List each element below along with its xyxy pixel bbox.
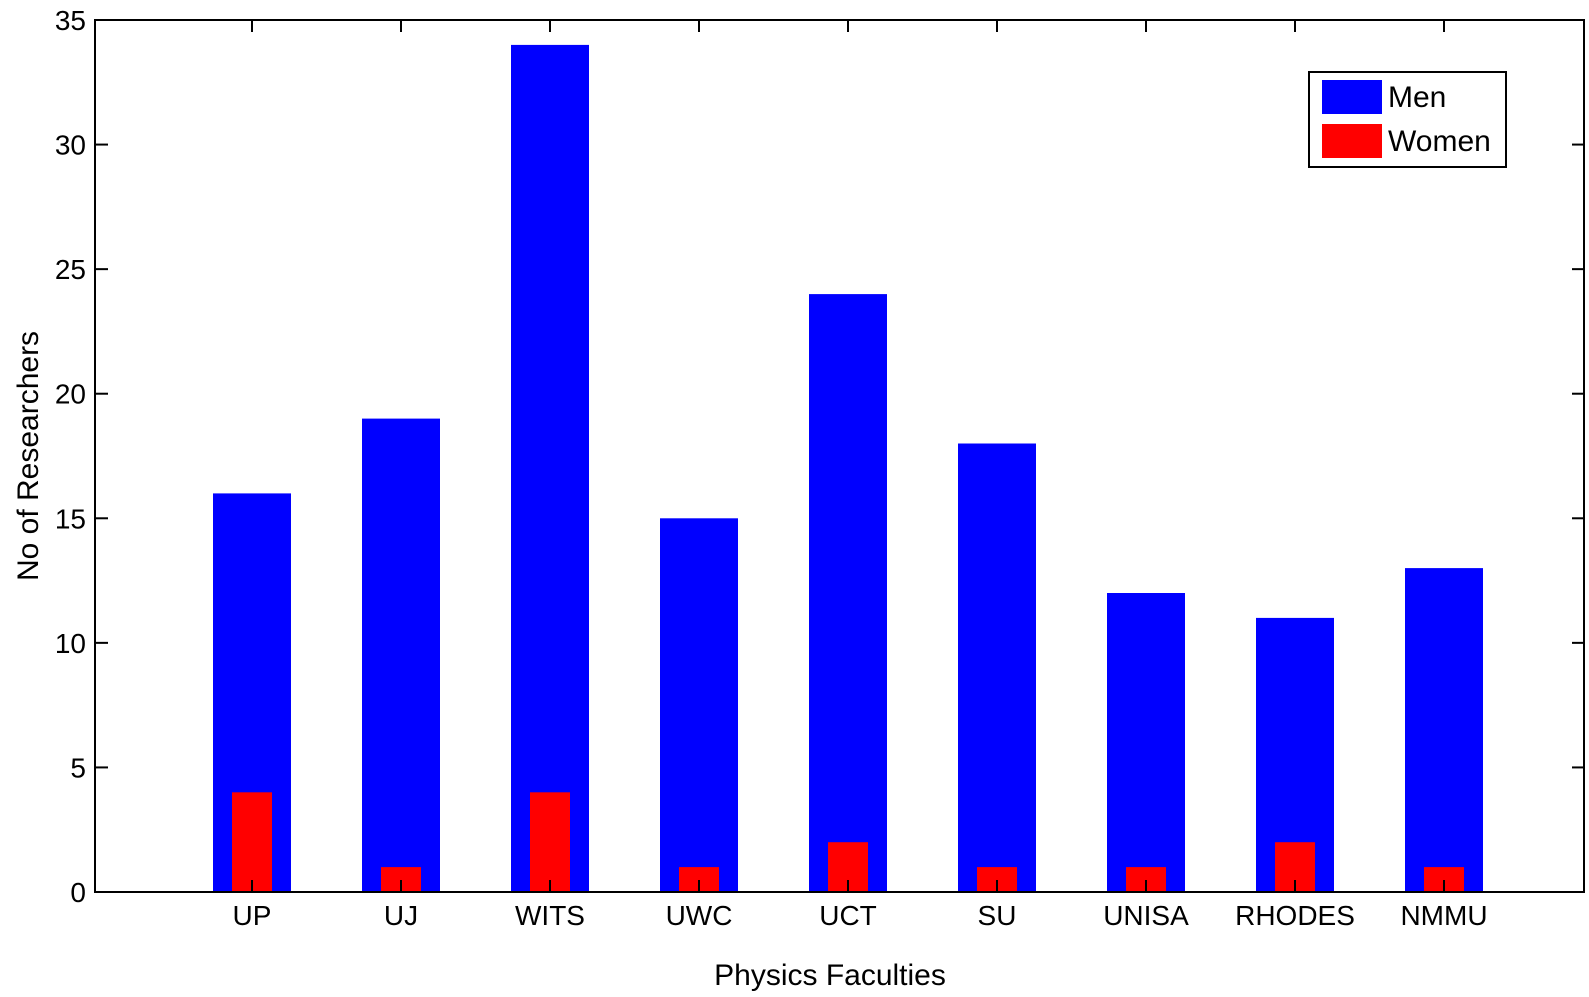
legend-swatch-women	[1322, 124, 1382, 158]
bar-women-wits	[530, 792, 570, 892]
x-tick-label-rhodes: RHODES	[1235, 900, 1355, 931]
bar-women-up	[232, 792, 272, 892]
bar-men-unisa	[1107, 593, 1185, 892]
y-tick-label: 20	[55, 379, 86, 410]
x-tick-label-su: SU	[978, 900, 1017, 931]
x-axis-title: Physics Faculties	[714, 959, 946, 992]
legend-swatch-men	[1322, 80, 1382, 114]
x-tick-label-uj: UJ	[384, 900, 418, 931]
y-tick-label: 10	[55, 628, 86, 659]
y-tick-label: 25	[55, 254, 86, 285]
y-axis-title: No of Researchers	[12, 331, 45, 581]
bar-men-wits	[511, 44, 589, 892]
x-tick-label-nmmu: NMMU	[1400, 900, 1487, 931]
plot-frame	[94, 19, 1585, 893]
y-tick-label: 5	[70, 752, 86, 783]
x-tick-label-up: UP	[233, 900, 272, 931]
bar-men-uj	[362, 418, 440, 892]
y-tick-label: 0	[70, 877, 86, 908]
legend: Men Women	[1308, 71, 1507, 168]
x-tick-label-uct: UCT	[819, 900, 877, 931]
x-tick-label-uwc: UWC	[666, 900, 733, 931]
y-tick-label: 30	[55, 130, 86, 161]
legend-label-men: Men	[1388, 81, 1446, 114]
bar-men-su	[958, 443, 1036, 892]
bar-men-nmmu	[1405, 568, 1483, 892]
bar-men-uwc	[660, 518, 738, 892]
y-tick-label: 15	[55, 503, 86, 534]
x-tick-label-wits: WITS	[515, 900, 585, 931]
x-tick-label-unisa: UNISA	[1103, 900, 1189, 931]
y-tick-label: 35	[55, 5, 86, 36]
ticks-layer: 0 5 10 15 20 25 30 35 UP UJ WITS UWC UCT SU UNISA RHODE…	[55, 5, 1584, 931]
legend-label-women: Women	[1388, 125, 1491, 158]
bars-layer	[213, 44, 1483, 893]
bar-men-uct	[809, 294, 887, 893]
